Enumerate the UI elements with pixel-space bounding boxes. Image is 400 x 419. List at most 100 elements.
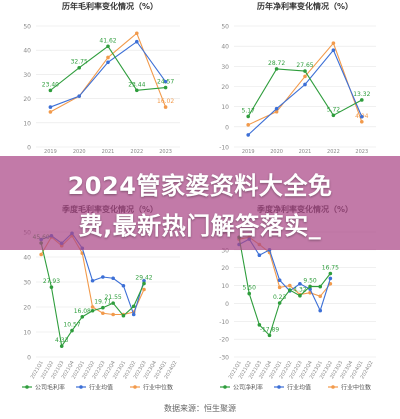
data-point-industry_avg — [360, 114, 364, 119]
data-point-company — [303, 69, 307, 73]
y-tick-label: 0 — [27, 355, 31, 362]
x-tick-label: 2020 — [73, 149, 86, 155]
data-point-industry_median — [360, 119, 364, 124]
data-label: 27.93 — [43, 278, 60, 285]
legend-label: 行业中位数 — [143, 384, 173, 392]
data-label: 0.23 — [273, 294, 287, 301]
data-label: 5.17 — [242, 107, 256, 114]
data-point-industry_avg — [48, 105, 53, 109]
legend-marker — [223, 385, 227, 389]
data-point-company — [298, 293, 302, 298]
data-point-industry_median — [142, 287, 146, 292]
data-point-industry_avg — [131, 312, 136, 317]
legend-marker — [331, 385, 335, 389]
legend-marker — [79, 385, 83, 389]
y-tick-label: 20 — [221, 265, 229, 272]
data-point-company — [49, 285, 54, 289]
y-tick-label: 40 — [23, 48, 31, 55]
y-tick-label: 10 — [23, 120, 31, 127]
data-point-company — [106, 44, 110, 49]
data-label: 23.44 — [128, 81, 145, 88]
data-point-company — [121, 313, 126, 318]
x-tick-label: 2019 — [44, 149, 57, 155]
y-tick-label: 20 — [23, 96, 31, 103]
data-point-industry_median — [48, 110, 53, 114]
data-point-industry_median — [331, 41, 336, 45]
data-point-company — [267, 333, 272, 338]
y-tick-label: -20 — [219, 337, 229, 344]
data-point-company — [318, 284, 323, 289]
y-tick-label: -30 — [219, 355, 229, 362]
data-label: 16.75 — [322, 265, 339, 272]
data-point-company — [135, 88, 139, 93]
data-point-industry_avg — [331, 48, 336, 52]
data-label: 41.62 — [99, 37, 116, 44]
x-tick-label: 2023 — [159, 149, 172, 155]
y-tick-label: 10 — [221, 104, 229, 111]
data-point-industry_median — [106, 55, 110, 60]
legend-label: 公司净利率 — [233, 384, 263, 392]
data-point-industry_median — [274, 109, 279, 114]
data-point-industry_avg — [274, 106, 279, 111]
y-tick-label: 50 — [23, 24, 31, 31]
data-point-company — [80, 315, 85, 319]
x-tick-label: 2023 — [355, 149, 368, 155]
series-line-company — [50, 45, 166, 91]
legend-label: 行业均值 — [89, 384, 113, 392]
data-label: 27.65 — [296, 62, 313, 69]
data-point-industry_median — [318, 294, 323, 299]
data-point-industry_median — [111, 312, 115, 317]
y-tick-label: 30 — [23, 280, 31, 287]
data-point-company — [111, 301, 115, 305]
data-point-industry_median — [135, 31, 139, 36]
data-point-industry_avg — [142, 278, 146, 283]
legend-marker — [277, 385, 281, 389]
y-tick-label: 40 — [23, 255, 31, 262]
data-point-company — [287, 288, 292, 292]
data-point-industry_median — [246, 123, 250, 127]
chart-panel-1: 历年毛利率变化情况（%） 0 10 20 30 40 50 2019 2020 2021 2022 2… — [23, 1, 180, 155]
data-point-industry_avg — [106, 60, 110, 65]
data-point-company — [328, 271, 333, 276]
y-tick-label: 50 — [221, 24, 229, 31]
data-point-company — [277, 301, 282, 305]
y-tick-label: 0 — [225, 301, 229, 308]
data-point-company — [360, 98, 364, 102]
data-point-company — [101, 305, 105, 310]
x-tick-label: 2022 — [327, 149, 340, 155]
x-tick-label: 2021 — [102, 149, 115, 155]
data-point-company — [131, 304, 136, 309]
data-point-industry_avg — [277, 278, 282, 283]
legend-label: 公司毛利率 — [35, 384, 65, 392]
data-point-company — [308, 284, 312, 289]
data-point-company — [77, 65, 81, 70]
x-tick-label: 2021 — [299, 149, 312, 155]
legend-label: 行业中位数 — [341, 384, 371, 392]
data-point-company — [246, 114, 250, 119]
data-label: -17.89 — [260, 326, 280, 333]
y-tick-label: -10 — [219, 319, 229, 326]
data-point-industry_avg — [298, 281, 302, 286]
data-point-industry_median — [163, 105, 168, 109]
y-tick-label: 20 — [23, 305, 31, 312]
data-point-industry_median — [90, 305, 95, 309]
x-tick-label: 2020 — [270, 149, 283, 155]
legend-marker — [133, 385, 137, 389]
banner-title-line-1: 2024管家婆资料大全免 — [67, 172, 333, 200]
y-tick-label: -10 — [219, 145, 229, 152]
data-point-industry_avg — [328, 276, 333, 281]
data-label: 16.02 — [157, 98, 174, 105]
data-label: 28.72 — [268, 60, 285, 67]
data-point-industry_avg — [121, 283, 126, 288]
data-point-industry_median — [277, 285, 282, 290]
x-tick-label: 2022 — [130, 149, 143, 155]
data-label: 5.72 — [327, 106, 341, 113]
chart-title: 历年净利率变化情况（%） — [257, 1, 353, 11]
data-label: 23.40 — [42, 81, 59, 88]
chart-title: 历年毛利率变化情况（%） — [62, 1, 158, 11]
y-tick-label: 0 — [27, 145, 31, 152]
data-label: 13.32 — [353, 91, 370, 98]
series-line-company — [40, 242, 145, 348]
chart-panel-2: 历年净利率变化情况（%） -10 0 10 20 30 40 50 2019 2020 2021 20… — [219, 1, 376, 155]
data-point-company — [90, 308, 95, 313]
